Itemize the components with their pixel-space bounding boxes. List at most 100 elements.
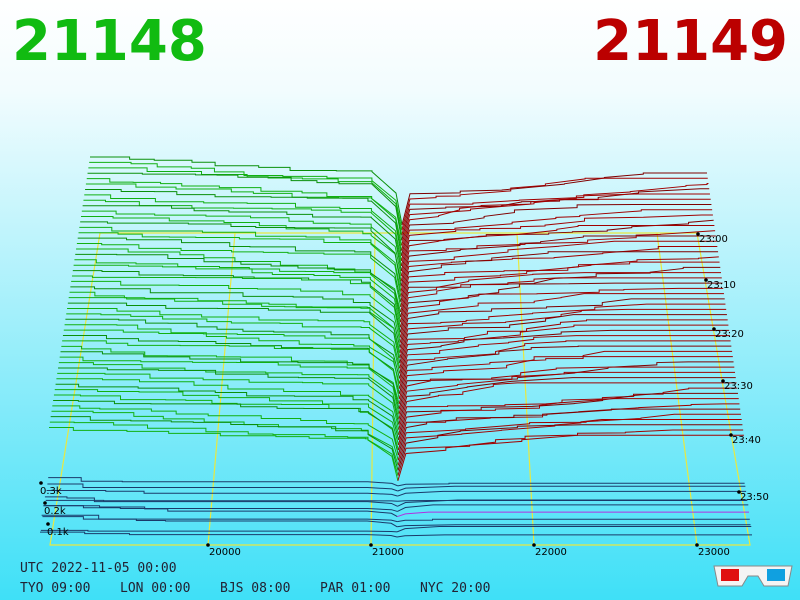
time-tick-label: 23:00 xyxy=(699,234,728,245)
tick-dot xyxy=(712,327,716,331)
ask-depth-line xyxy=(397,424,743,471)
bid-depth-line xyxy=(86,178,403,246)
bid-depth-line xyxy=(50,416,399,471)
ask-depth-line xyxy=(399,324,729,374)
bid-depth-line xyxy=(42,516,398,523)
ask-price: 21149 xyxy=(593,9,788,74)
tick-dot xyxy=(369,543,373,547)
bid-depth-line xyxy=(60,351,400,410)
tick-dot xyxy=(532,543,536,547)
ask-depth-line xyxy=(398,371,736,420)
ask-depth-line xyxy=(397,413,741,461)
ask-depth-line xyxy=(397,524,751,528)
ask-depth-line xyxy=(401,198,711,251)
ask-depth-line xyxy=(400,251,719,302)
axis-labels: 20000 21000 22000 23000 23:00 23:10 23:20 23:30… xyxy=(39,232,769,558)
tick-dot xyxy=(721,379,725,383)
ask-depth-line xyxy=(401,203,712,256)
bid-depth-line xyxy=(57,372,400,430)
depth-tick-label: 0.2k xyxy=(44,506,66,517)
bid-depth-line xyxy=(70,286,401,348)
bid-depth-line xyxy=(73,264,401,328)
ask-depth-line xyxy=(397,398,739,446)
price-tick-label: 22000 xyxy=(535,547,567,558)
ask-depth-line xyxy=(399,303,726,354)
bid-depth-line xyxy=(84,194,402,261)
tick-dot xyxy=(696,232,700,236)
bid-depth-line xyxy=(80,221,402,287)
bid-depth-line xyxy=(46,490,398,497)
bid-depth-line xyxy=(59,356,400,415)
bid-depth-line xyxy=(64,324,400,384)
tick-dot xyxy=(695,543,699,547)
ask-depth-line xyxy=(398,350,733,400)
bid-depth-line xyxy=(87,172,403,241)
bid-depth-line xyxy=(83,199,402,267)
bid-depth-line xyxy=(47,483,398,492)
time-tick-label: 23:20 xyxy=(715,329,744,340)
ask-depth-line xyxy=(399,277,722,328)
bid-depth-line xyxy=(69,291,401,353)
bid-depth-line xyxy=(61,345,400,405)
ask-depth-line xyxy=(397,485,746,492)
ask-depth-line xyxy=(399,298,725,348)
ask-depth-line xyxy=(400,209,713,261)
ask-depth-line xyxy=(398,340,731,389)
bid-depth-line xyxy=(76,243,402,307)
bid-depth-line xyxy=(77,237,402,302)
bid-depth-line xyxy=(71,275,401,338)
bid-depth-line xyxy=(90,156,403,226)
floor-outline xyxy=(49,232,751,546)
bid-depth-line xyxy=(45,499,398,502)
ask-depth-line xyxy=(401,193,710,246)
bid-depth-line xyxy=(58,362,400,420)
ask-depth-line xyxy=(398,345,732,394)
depth-tick-label: 0.1k xyxy=(47,527,69,538)
price-tick-label: 21000 xyxy=(372,547,404,558)
tick-dot xyxy=(704,278,708,282)
bid-price: 21148 xyxy=(12,9,207,74)
ask-depth-line xyxy=(398,382,737,430)
bid-depth-line xyxy=(40,529,398,533)
bid-depth-line xyxy=(72,270,401,333)
bid-depth-line xyxy=(53,399,399,456)
bid-depth-line xyxy=(75,253,402,318)
city-time: BJS 08:00 xyxy=(220,581,290,596)
bid-depth-line xyxy=(58,367,400,425)
bid-depth-line xyxy=(40,531,398,538)
ask-depth-line xyxy=(399,314,727,364)
ask-depth-line xyxy=(398,366,735,415)
ask-depth-line xyxy=(399,319,728,369)
bid-depth-line xyxy=(52,405,399,461)
price-tick-label: 23000 xyxy=(698,547,730,558)
ask-depth-line xyxy=(397,518,750,523)
time-tick-label: 23:40 xyxy=(732,435,761,446)
time-tick-label: 23:10 xyxy=(707,280,736,291)
bid-depth-line xyxy=(67,302,401,364)
bid-depth-line xyxy=(49,426,399,481)
ask-depth-line xyxy=(401,177,708,231)
depth-tick-label: 0.3k xyxy=(40,486,62,497)
bid-depth-line xyxy=(71,280,401,343)
bid-depth-line xyxy=(88,167,403,236)
bid-depth-line xyxy=(48,477,399,487)
city-time: LON 00:00 xyxy=(120,581,190,596)
ask-depth-line xyxy=(397,511,750,518)
glasses-icon xyxy=(713,565,793,587)
depth-lines xyxy=(40,156,752,538)
floor-grid-line xyxy=(656,232,698,546)
time-tick-label: 23:30 xyxy=(724,381,753,392)
city-time: NYC 20:00 xyxy=(420,581,490,596)
city-time: PAR 01:00 xyxy=(320,581,390,596)
bid-depth-line xyxy=(80,216,402,282)
ask-depth-line xyxy=(397,499,748,507)
utc-time: UTC 2022-11-05 00:00 xyxy=(20,561,177,576)
bid-depth-line xyxy=(44,505,398,512)
bid-depth-line xyxy=(54,389,399,446)
ask-depth-line xyxy=(398,361,734,410)
bid-depth-line xyxy=(81,210,402,277)
ask-depth-line xyxy=(396,526,752,533)
ask-depth-line xyxy=(397,490,747,497)
ask-depth-line xyxy=(399,293,724,343)
